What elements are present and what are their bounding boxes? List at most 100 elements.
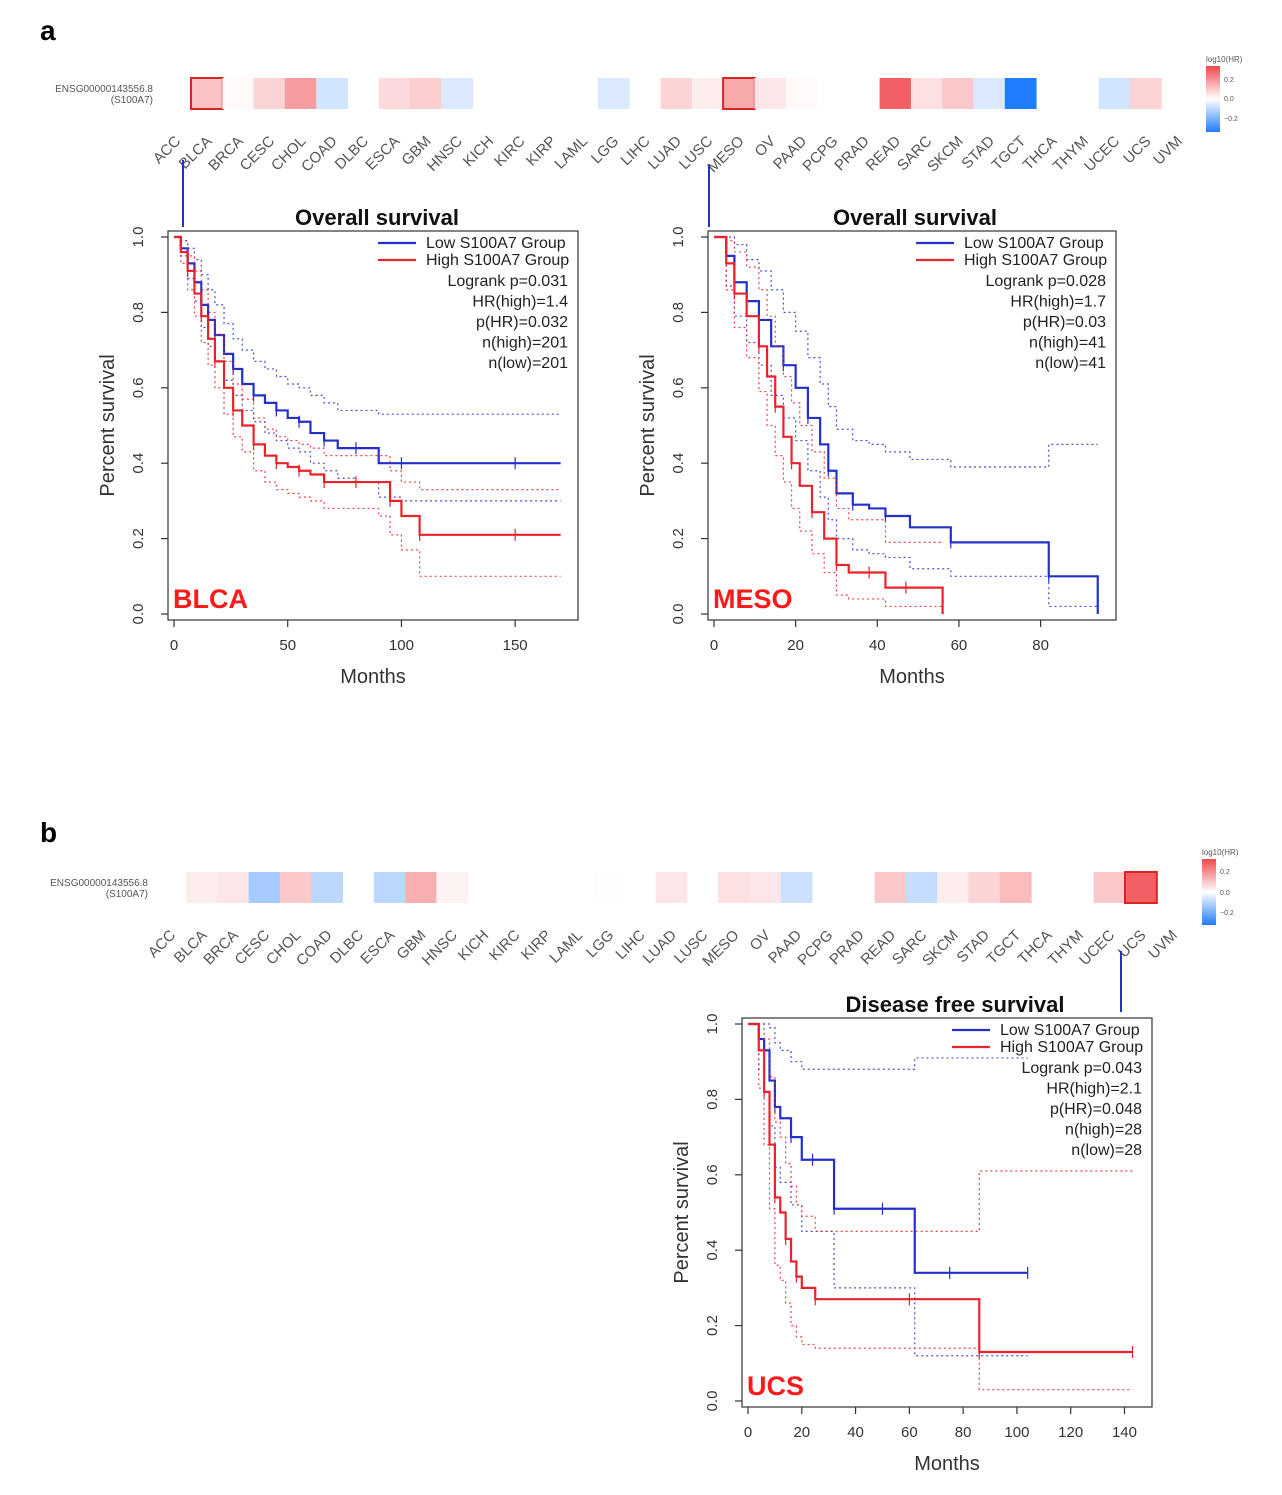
heatmap-cell — [905, 872, 938, 903]
cancer-label: ESCA — [357, 927, 398, 968]
legend-label: High S100A7 Group — [964, 252, 1107, 269]
x-axis-title: Months — [914, 1453, 980, 1475]
stat-text: n(low)=28 — [1071, 1142, 1142, 1159]
heatmap-cell — [874, 872, 907, 903]
stat-text: Logrank p=0.031 — [447, 273, 568, 290]
heatmap-cell — [968, 872, 1001, 903]
y-tick-label: 0.0 — [670, 604, 687, 625]
x-tick-label: 150 — [503, 637, 528, 654]
heatmap-cell — [754, 78, 787, 109]
x-tick-label: 140 — [1112, 1424, 1137, 1441]
legend-label: Low S100A7 Group — [1000, 1022, 1140, 1039]
survival-curve-high — [174, 235, 561, 536]
cancer-type-label: BLCA — [173, 584, 248, 614]
ci-lower-low — [748, 1023, 1028, 1357]
stat-text: n(low)=201 — [488, 355, 568, 372]
chart-title: Disease free survival — [846, 992, 1065, 1017]
cancer-label: TGCT — [983, 927, 1024, 968]
gene-id-a: ENSG00000143556.8 — [55, 84, 153, 95]
cancer-label: PRAD — [826, 927, 868, 969]
cancer-label: LUAD — [640, 927, 680, 967]
colorbar-a: log10(HR) 0.2 0.0 −0.2 — [1206, 55, 1243, 132]
ci-upper-low — [714, 236, 1098, 468]
heatmap-cell — [217, 872, 250, 903]
colorbar-tick: 0.2 — [1224, 77, 1234, 84]
cancer-label: READ — [858, 927, 900, 969]
y-tick-label: 0.8 — [704, 1089, 721, 1110]
x-axis-title: Months — [879, 666, 945, 688]
cancer-label: SKCM — [924, 133, 967, 176]
heatmap-cell — [373, 872, 406, 903]
heatmap-cell — [1130, 78, 1162, 109]
colorbar-b: log10(HR) 0.2 0.0 −0.2 — [1202, 848, 1239, 925]
cancer-label: KICH — [455, 927, 492, 964]
cancer-label: UCEC — [1076, 927, 1118, 969]
km-plot-blca: Overall survival 0 50 100 150 0.0 0.2 0.4 0.6 0.8… — [97, 205, 579, 688]
heatmap-cell — [597, 78, 630, 109]
heatmap-cell — [311, 872, 343, 903]
cancer-label: LAML — [551, 133, 591, 173]
x-tick-label: 60 — [901, 1424, 918, 1441]
gene-symbol-a: (S100A7) — [111, 95, 153, 106]
y-tick-label: 0.4 — [704, 1240, 721, 1261]
km-plot-meso: Overall survival 0 20 40 60 80 0.0 0.2 0.4 0.6 0.8… — [637, 205, 1117, 688]
heatmap-cell — [284, 78, 317, 109]
x-tick-label: 0 — [170, 637, 178, 654]
stat-text: n(high)=28 — [1065, 1122, 1142, 1139]
heatmap-cell — [405, 872, 437, 903]
cancer-type-label: MESO — [713, 584, 793, 614]
y-tick-label: 0.0 — [704, 1391, 721, 1412]
gene-id-b: ENSG00000143556.8 — [50, 878, 148, 889]
cancer-label: MESO — [699, 927, 742, 970]
cancer-label: ESCA — [362, 133, 403, 174]
heatmap-cell — [937, 872, 969, 903]
y-tick-label: 1.0 — [704, 1014, 721, 1035]
x-tick-label: 0 — [744, 1424, 752, 1441]
heatmap-cell — [279, 872, 312, 903]
heatmap-cell — [1098, 78, 1131, 109]
heatmap-cell — [718, 872, 750, 903]
colorbar-tick: −0.2 — [1224, 116, 1238, 123]
heatmap-cell — [436, 872, 469, 903]
cancer-label: PCPG — [799, 133, 841, 175]
colorbar-title: log10(HR) — [1202, 848, 1239, 857]
heatmap-cell — [660, 78, 693, 109]
stat-text: p(HR)=0.032 — [476, 314, 568, 331]
heatmap-cell — [942, 78, 974, 109]
panel-label-b: b — [40, 817, 57, 848]
heatmap-cell — [973, 78, 1006, 109]
y-tick-label: 0.6 — [130, 377, 147, 398]
x-tick-label: 40 — [847, 1424, 864, 1441]
stat-text: Logrank p=0.028 — [985, 273, 1106, 290]
heatmap-cell — [1093, 872, 1126, 903]
cancer-label: HNSC — [424, 133, 466, 175]
y-tick-label: 1.0 — [130, 227, 147, 248]
ci-upper-high — [748, 1023, 1133, 1232]
colorbar-tick: 0.0 — [1224, 96, 1234, 103]
x-tick-label: 120 — [1058, 1424, 1083, 1441]
cancer-label: TGCT — [988, 133, 1029, 174]
plot-frame — [167, 230, 579, 621]
stat-text: p(HR)=0.03 — [1023, 314, 1106, 331]
x-tick-label: 80 — [955, 1424, 972, 1441]
stat-text: n(low)=41 — [1035, 355, 1106, 372]
x-axis-title: Months — [340, 666, 406, 688]
x-tick-label: 20 — [793, 1424, 810, 1441]
ci-upper-low — [174, 236, 561, 415]
cancer-label: UCEC — [1081, 133, 1123, 175]
heatmap-cell — [879, 78, 912, 109]
cancer-label: BRCA — [200, 927, 241, 968]
cancer-label: SKCM — [919, 927, 962, 970]
heatmap-cell — [780, 872, 813, 903]
cancer-label: READ — [863, 133, 905, 175]
ci-lower-high — [174, 236, 561, 577]
y-axis-title: Percent survival — [637, 354, 659, 496]
heatmap-cell — [910, 78, 943, 109]
ci-upper-low — [748, 1023, 1028, 1070]
stat-text: HR(high)=1.7 — [1010, 294, 1106, 311]
x-tick-label: 0 — [710, 637, 718, 654]
cancer-label: UVM — [1150, 133, 1186, 169]
heatmap-cell — [722, 77, 756, 110]
colorbar-gradient — [1206, 66, 1220, 132]
